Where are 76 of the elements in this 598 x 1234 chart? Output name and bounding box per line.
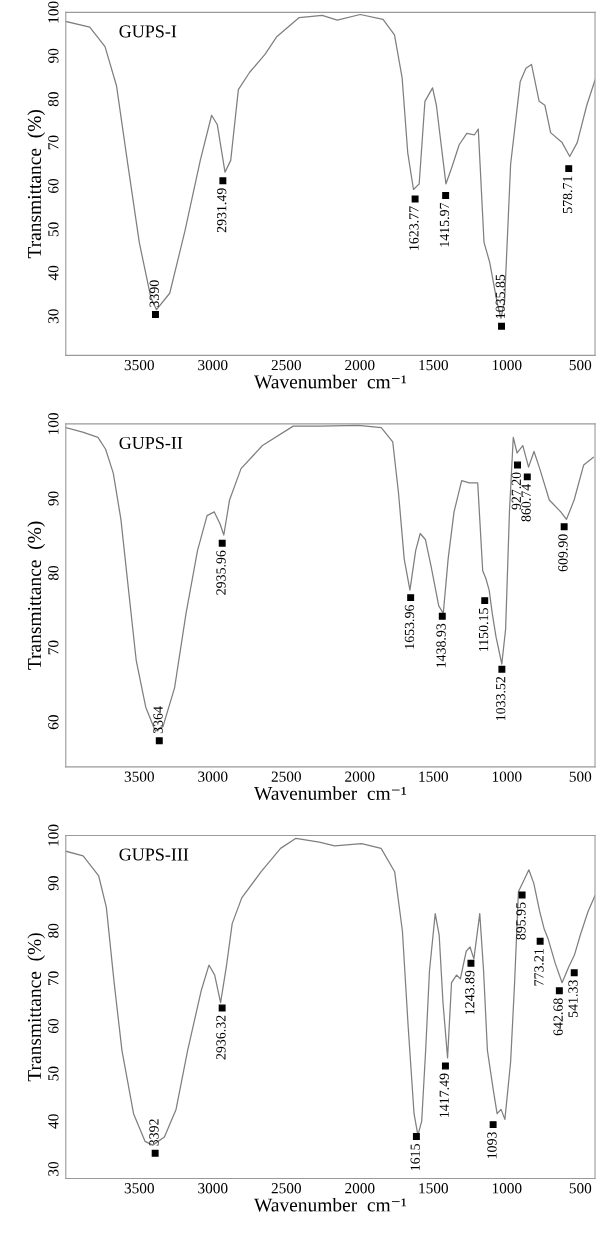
- annotation: 1415.97: [439, 202, 450, 247]
- x-tick-label: 3500: [124, 1183, 154, 1194]
- y-tick-label: 80: [48, 565, 59, 581]
- x-tick-label: 3000: [198, 1183, 228, 1194]
- x-axis-title: Wavenumber cm⁻¹: [254, 786, 407, 801]
- annotation: 860.74: [521, 484, 531, 522]
- annotation: 1615: [410, 1144, 420, 1171]
- annotation: 1243.89: [465, 970, 475, 1015]
- x-tick-label: 2500: [271, 359, 301, 371]
- x-tick-label: 1500: [419, 771, 448, 782]
- annotation: 1093: [487, 1132, 497, 1159]
- annotation: 1150.15: [478, 608, 489, 651]
- x-tick-label: 1000: [492, 771, 522, 782]
- y-tick-label: 60: [48, 715, 59, 730]
- y-axis-title: Transmittance (%): [27, 109, 45, 259]
- text: GUPS-I: [119, 25, 177, 38]
- y-tick-label: 100: [48, 1, 59, 23]
- annotation: 3390: [149, 280, 159, 307]
- y-tick-label: 100: [48, 413, 59, 435]
- x-axis-title: Wavenumber cm⁻¹: [254, 1197, 407, 1212]
- y-tick-label: 50: [48, 222, 59, 237]
- y-tick-label: 70: [48, 640, 59, 655]
- annotation: 1653.96: [404, 605, 415, 649]
- x-tick-label: 1500: [419, 1183, 448, 1194]
- annotation: 1033.52: [495, 676, 506, 721]
- y-tick-label: 70: [48, 135, 59, 150]
- annotation: 895.95: [516, 902, 526, 940]
- x-tick-label: 2000: [345, 359, 375, 371]
- annotation: 578.71: [562, 176, 573, 213]
- y-tick-label: 60: [48, 178, 59, 193]
- annotation: 609.90: [558, 534, 568, 572]
- annotation: 3364: [153, 706, 163, 734]
- y-tick-label: 60: [48, 1018, 59, 1034]
- annotation: 1035.85: [495, 274, 506, 319]
- x-tick-label: 3500: [124, 771, 154, 782]
- x-tick-label: 3000: [198, 359, 228, 371]
- x-tick-label: 500: [569, 1183, 592, 1194]
- annotation: 2936.32: [216, 1015, 226, 1060]
- annotation: 2935.96: [216, 550, 226, 595]
- y-tick-label: 30: [48, 309, 59, 324]
- y-tick-label: 40: [48, 265, 59, 281]
- y-tick-label: 90: [48, 48, 59, 63]
- x-tick-label: 500: [569, 359, 592, 371]
- text: GUPS-II: [119, 436, 183, 450]
- x-axis-title: Wavenumber cm⁻¹: [254, 374, 407, 389]
- x-tick-label: 3500: [124, 359, 154, 371]
- x-tick-label: 1000: [492, 359, 522, 371]
- x-tick-label: 2000: [345, 771, 375, 782]
- y-tick-label: 80: [48, 92, 59, 107]
- y-tick-label: 50: [48, 1066, 59, 1081]
- x-tick-label: 2500: [271, 771, 301, 782]
- annotation: 642.68: [553, 998, 563, 1036]
- y-axis-title: Transmittance (%): [27, 521, 45, 670]
- y-tick-label: 30: [48, 1161, 59, 1176]
- annotation: 1438.93: [436, 623, 446, 668]
- annotation: 1417.49: [439, 1073, 449, 1117]
- y-tick-label: 70: [48, 971, 59, 986]
- y-tick-label: 90: [48, 491, 59, 506]
- x-tick-label: 500: [569, 771, 592, 782]
- x-tick-label: 2500: [271, 1183, 301, 1194]
- annotation: 773.21: [534, 949, 544, 986]
- annotation: 3392: [149, 1119, 159, 1146]
- annotation: 1623.77: [409, 206, 419, 250]
- x-tick-label: 1000: [492, 1183, 522, 1194]
- y-axis-title: Transmittance (%): [27, 933, 45, 1082]
- annotation: 2931.49: [217, 188, 227, 233]
- x-tick-label: 2000: [345, 1183, 375, 1194]
- annotation: 927.20: [511, 472, 522, 510]
- y-tick-label: 40: [48, 1114, 59, 1129]
- x-tick-label: 1500: [419, 359, 448, 371]
- y-tick-label: 90: [48, 876, 59, 891]
- text: GUPS-III: [119, 848, 189, 861]
- y-tick-label: 80: [48, 923, 59, 938]
- annotation: 541.33: [568, 980, 578, 1018]
- x-tick-label: 3000: [198, 771, 228, 782]
- y-tick-label: 100: [48, 824, 59, 846]
